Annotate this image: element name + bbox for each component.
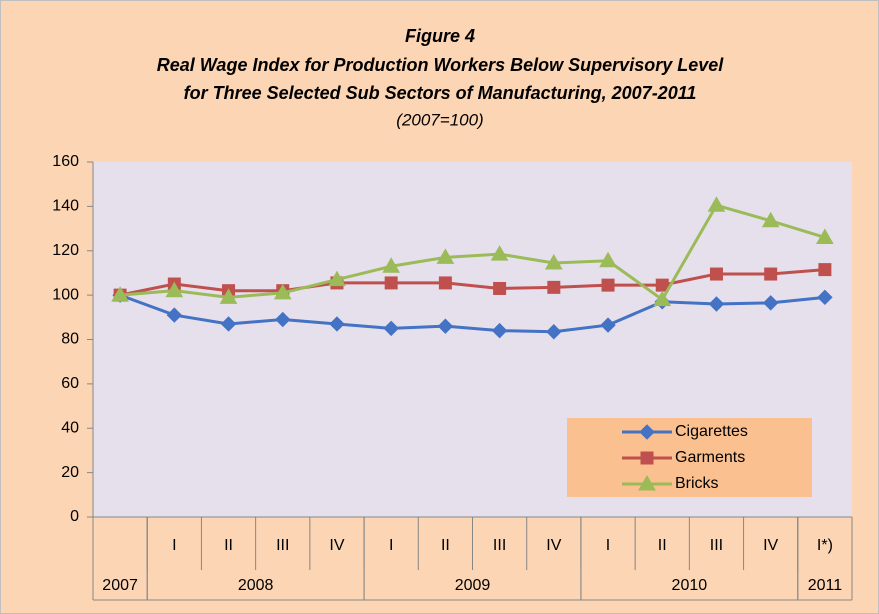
- marker: [328, 270, 346, 287]
- x-tick-label: III: [276, 537, 289, 554]
- x-tick-label: IV: [546, 537, 561, 554]
- x-group-label: 2011: [808, 577, 843, 594]
- x-tick-label: III: [493, 537, 506, 554]
- marker: [491, 322, 508, 339]
- marker: [275, 311, 291, 328]
- y-tick-label: 160: [52, 153, 79, 170]
- chart-title: Figure 4: [405, 26, 475, 46]
- marker: [219, 288, 238, 304]
- x-tick-label: IV: [763, 537, 778, 554]
- marker: [761, 211, 780, 228]
- marker: [382, 257, 401, 273]
- marker: [329, 316, 345, 332]
- marker: [546, 324, 562, 340]
- legend-box: [567, 418, 812, 497]
- legend-label: Bricks: [675, 475, 719, 492]
- legend-label: Garments: [675, 449, 745, 466]
- y-tick-label: 120: [52, 242, 79, 259]
- legend-label: Cigarettes: [675, 423, 748, 440]
- chart-title-line: for Three Selected Sub Sectors of Manufa…: [184, 83, 697, 103]
- marker: [547, 280, 561, 294]
- legend-marker: [639, 424, 655, 440]
- marker: [111, 286, 129, 302]
- marker: [437, 318, 454, 334]
- marker: [599, 251, 617, 268]
- legend: Cigarettes Garments Bricks: [567, 418, 812, 497]
- marker: [490, 245, 509, 261]
- marker: [600, 317, 616, 333]
- x-tick-label: III: [710, 537, 723, 554]
- marker: [707, 196, 726, 212]
- y-tick-label: 140: [52, 198, 79, 215]
- marker: [273, 283, 292, 300]
- marker: [165, 281, 184, 298]
- marker: [493, 281, 507, 295]
- marker: [817, 289, 833, 306]
- x-tick-label: II: [224, 537, 233, 554]
- marker: [764, 267, 778, 281]
- y-tick-label: 20: [61, 464, 79, 481]
- series-line: [119, 203, 826, 302]
- x-tick-label: I: [606, 537, 610, 554]
- legend-marker: [638, 474, 656, 491]
- marker: [653, 290, 672, 307]
- chart-subtitle: (2007=100): [396, 110, 483, 129]
- marker: [762, 295, 779, 311]
- series-line: [119, 293, 826, 334]
- x-group-label: 2009: [455, 577, 491, 594]
- x-tick-label: I*): [817, 537, 833, 554]
- chart-title-line: Real Wage Index for Production Workers B…: [157, 55, 724, 75]
- marker: [818, 263, 832, 277]
- marker: [601, 278, 615, 292]
- marker: [166, 307, 183, 323]
- x-tick-label: I: [172, 537, 176, 554]
- marker: [384, 276, 398, 290]
- x-tick-label: IV: [329, 537, 344, 554]
- y-tick-label: 80: [61, 331, 79, 348]
- x-tick-label: II: [658, 537, 667, 554]
- marker: [383, 320, 399, 337]
- y-tick-label: 0: [70, 508, 79, 525]
- y-tick-label: 100: [52, 286, 79, 303]
- marker: [438, 276, 452, 290]
- x-tick-label: I: [389, 537, 393, 554]
- marker: [544, 253, 563, 270]
- marker: [816, 228, 834, 244]
- y-tick-label: 40: [61, 419, 79, 436]
- x-group-label: 2008: [238, 577, 274, 594]
- legend-marker: [640, 451, 654, 465]
- series-line: [119, 268, 826, 297]
- marker: [220, 316, 237, 332]
- marker: [709, 267, 723, 281]
- x-tick-label: II: [441, 537, 450, 554]
- y-tick-label: 60: [61, 375, 79, 392]
- x-group-label: 2007: [102, 577, 138, 594]
- marker: [436, 248, 455, 264]
- marker: [708, 296, 725, 312]
- x-group-label: 2010: [672, 577, 708, 594]
